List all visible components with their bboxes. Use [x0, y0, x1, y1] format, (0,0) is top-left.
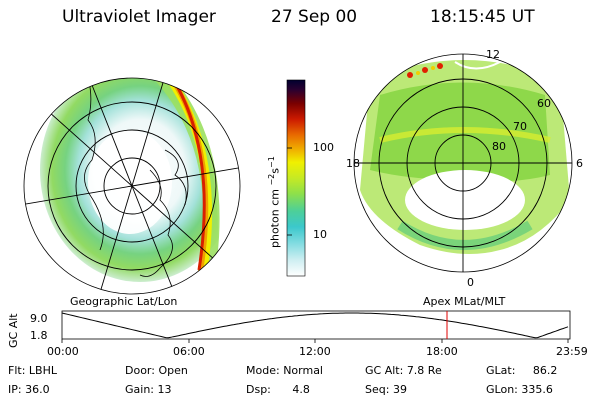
mlat-label-60: 60: [537, 97, 551, 110]
seq-info: Seq: 39: [365, 383, 407, 396]
alt-xtick-0600: 06:00: [173, 345, 205, 358]
gain-info: Gain: 13: [125, 383, 172, 396]
app-title: Ultraviolet Imager: [62, 7, 216, 27]
ip-info: IP: 36.0: [8, 383, 50, 396]
filter-info: Flt: LBHL: [8, 364, 57, 377]
alt-ytick-1-8: 1.8: [30, 329, 48, 342]
dsp-info: Dsp: 4.8: [246, 383, 310, 396]
geographic-image: [23, 77, 241, 295]
alt-xtick-1800: 18:00: [426, 345, 458, 358]
colorbar: [286, 79, 306, 277]
mlt-label-12: 12: [486, 48, 500, 61]
alt-ytick-9: 9.0: [30, 312, 48, 325]
altitude-plot: [61, 310, 571, 343]
alt-xtick-0000: 00:00: [47, 345, 79, 358]
date-label: 27 Sep 00: [271, 7, 358, 27]
glon-info: GLon: 335.6: [486, 383, 553, 396]
mlt-label-0: 0: [467, 276, 474, 289]
mode-info: Mode: Normal: [246, 364, 323, 377]
alt-y-axis-label: GC Alt: [7, 313, 20, 348]
alt-xtick-1200: 12:00: [299, 345, 331, 358]
door-info: Door: Open: [125, 364, 188, 377]
colorbar-tick-100: 100: [313, 141, 334, 154]
mlat-label-70: 70: [513, 120, 527, 133]
mlat-label-80: 80: [492, 140, 506, 153]
alt-xtick-2359: 23:59: [556, 345, 588, 358]
mlt-label-18: 18: [346, 157, 360, 170]
mlt-label-6: 6: [576, 157, 583, 170]
colorbar-unit-label: photon cm −2s−1: [267, 156, 282, 248]
magnetic-image: [353, 53, 573, 273]
left-panel-label: Geographic Lat/Lon: [70, 295, 178, 308]
gc-alt-info: GC Alt: 7.8 Re: [365, 364, 442, 377]
glat-info: GLat: 86.2: [486, 364, 558, 377]
time-label: 18:15:45 UT: [430, 7, 535, 27]
colorbar-tick-10: 10: [313, 228, 327, 241]
right-panel-label: Apex MLat/MLT: [423, 295, 506, 308]
